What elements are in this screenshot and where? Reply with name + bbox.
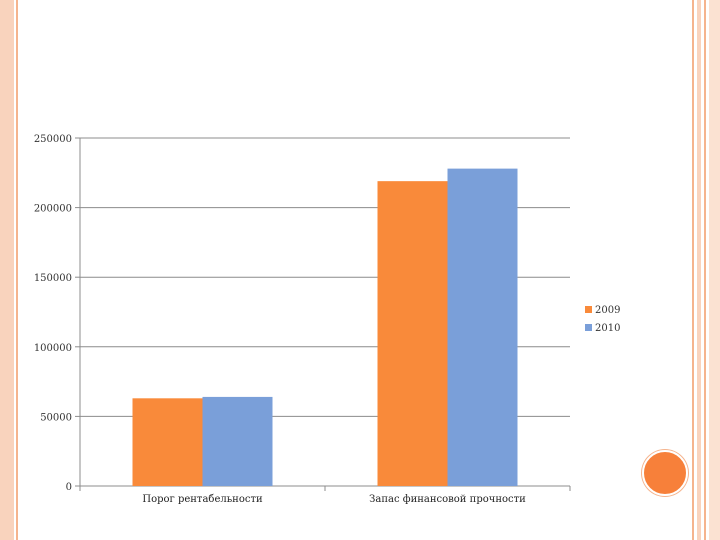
x-axis-categories: Порог рентабельности Запас финансовой про… <box>142 494 526 505</box>
legend-swatch-2009 <box>585 306 592 313</box>
x-category-label: Порог рентабельности <box>142 494 263 505</box>
frame-stripe <box>709 0 720 540</box>
x-category-label: Запас финансовой прочности <box>369 494 526 505</box>
slide-frame-left <box>0 0 14 540</box>
frame-stripe <box>704 0 706 540</box>
bar-2010-0 <box>202 396 273 486</box>
bars <box>132 168 518 487</box>
decorative-circle <box>642 450 688 496</box>
legend-label: 2010 <box>595 323 620 334</box>
y-tick-label: 200000 <box>34 204 72 215</box>
y-axis-ticks: 0 50000 100000 150000 200000 250000 <box>34 134 72 493</box>
y-tick-label: 50000 <box>40 412 72 423</box>
legend-swatch-2010 <box>585 324 592 331</box>
frame-stripe <box>697 0 701 540</box>
y-tick-label: 150000 <box>34 273 72 284</box>
bar-2009-1 <box>377 181 448 487</box>
bar-2009-0 <box>132 398 203 486</box>
y-tick-label: 250000 <box>34 134 72 145</box>
slide-frame-left-line <box>16 0 18 540</box>
legend-label: 2009 <box>595 305 620 316</box>
y-tick-label: 100000 <box>34 343 72 354</box>
bar-2010-1 <box>447 168 518 486</box>
slide-frame-right <box>690 0 720 540</box>
frame-stripe <box>692 0 694 540</box>
y-tick-label: 0 <box>66 482 72 493</box>
legend: 2009 2010 <box>585 305 620 334</box>
